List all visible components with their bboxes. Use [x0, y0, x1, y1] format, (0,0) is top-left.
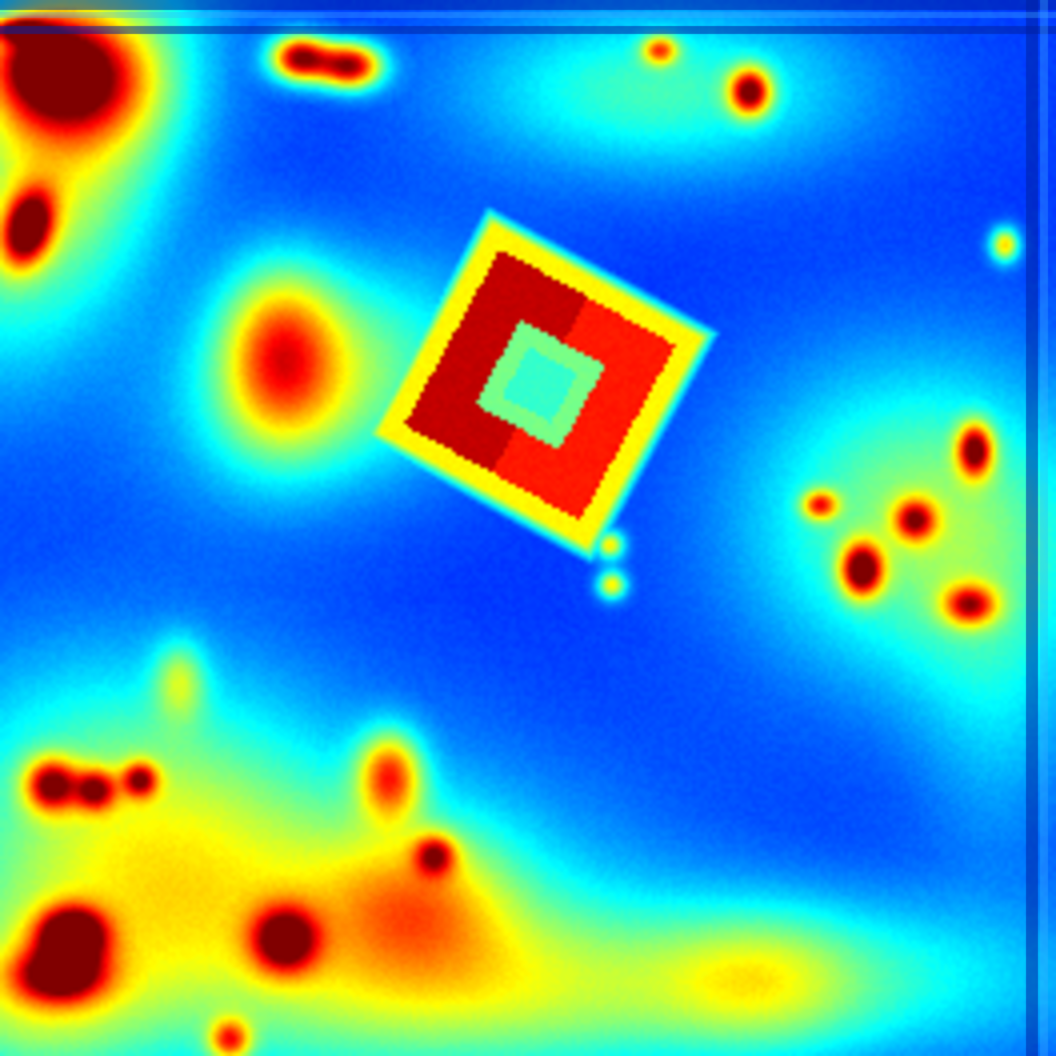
heatmap-canvas	[0, 0, 1056, 1056]
heatmap-image	[0, 0, 1056, 1056]
